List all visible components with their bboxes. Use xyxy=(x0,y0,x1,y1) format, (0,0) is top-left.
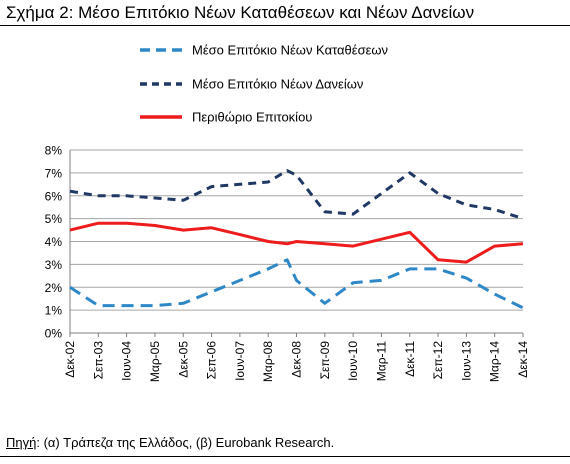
x-tick-label: Δεκ-14 xyxy=(516,341,530,378)
x-tick-label: Μαρ-14 xyxy=(488,341,502,382)
y-tick-label: 1% xyxy=(45,304,63,318)
y-tick-label: 2% xyxy=(45,281,63,295)
y-tick-label: 5% xyxy=(45,212,63,226)
series-line xyxy=(69,258,524,310)
title-rule xyxy=(0,25,570,26)
x-tick-label: Δεκ-08 xyxy=(290,341,304,378)
source-label: Πηγή xyxy=(6,435,37,450)
x-tick-label: Μαρ-05 xyxy=(148,341,162,382)
x-tick-label: Μαρ-11 xyxy=(374,341,388,382)
y-tick-label: 6% xyxy=(45,189,63,203)
y-tick-label: 8% xyxy=(45,144,63,158)
source-line: Πηγή: (α) Τράπεζα της Ελλάδος, (β) Eurob… xyxy=(6,435,334,450)
x-axis: Δεκ-02 Σεπ-03 Ιουν-04 Μαρ-05 Δεκ-05 Σεπ-06 Ιου… xyxy=(63,332,530,382)
legend-label: Περιθώριο Επιτοκίου xyxy=(192,110,312,125)
legend-label: Μέσο Επιτόκιο Νέων Δανείων xyxy=(192,77,363,92)
y-tick-label: 4% xyxy=(45,235,63,249)
x-tick-label: Σεπ-03 xyxy=(91,341,105,380)
x-tick-label: Δεκ-02 xyxy=(63,341,77,378)
x-tick-label: Δεκ-05 xyxy=(176,341,190,378)
figure-title: Σχήμα 2: Μέσο Επιτόκιο Νέων Καταθέσεων κ… xyxy=(6,3,475,22)
y-tick-label: 7% xyxy=(45,166,63,180)
x-tick-label: Μαρ-08 xyxy=(261,341,275,382)
x-tick-label: Δεκ-11 xyxy=(403,341,417,377)
x-tick-label: Σεπ-09 xyxy=(318,341,332,380)
line-chart: 0% 1% 2% 3% 4% 5% 6% 7% 8% Δεκ-02 Σεπ-03 Ιουν-04 Μα… xyxy=(45,43,530,383)
x-tick-label: Ιουν-07 xyxy=(233,341,247,381)
legend: Μέσο Επιτόκιο Νέων Καταθέσεων Μέσο Επιτόκ… xyxy=(140,43,388,125)
series-line xyxy=(69,221,524,264)
series-layer xyxy=(69,169,524,310)
y-tick-label: 3% xyxy=(45,258,63,272)
y-axis: 0% 1% 2% 3% 4% 5% 6% 7% 8% xyxy=(45,144,71,341)
y-tick-label: 0% xyxy=(45,327,63,341)
series-line xyxy=(69,169,524,221)
x-tick-label: Ιουν-10 xyxy=(346,341,360,381)
x-tick-label: Σεπ-06 xyxy=(205,341,219,380)
gridlines xyxy=(70,149,523,311)
x-tick-label: Ιουν-04 xyxy=(120,341,134,381)
x-tick-label: Σεπ-12 xyxy=(431,341,445,380)
legend-label: Μέσο Επιτόκιο Νέων Καταθέσεων xyxy=(192,43,388,58)
source-text: : (α) Τράπεζα της Ελλάδος, (β) Eurobank … xyxy=(36,435,335,450)
x-tick-label: Ιουν-13 xyxy=(459,341,473,381)
source-rule xyxy=(0,456,570,457)
